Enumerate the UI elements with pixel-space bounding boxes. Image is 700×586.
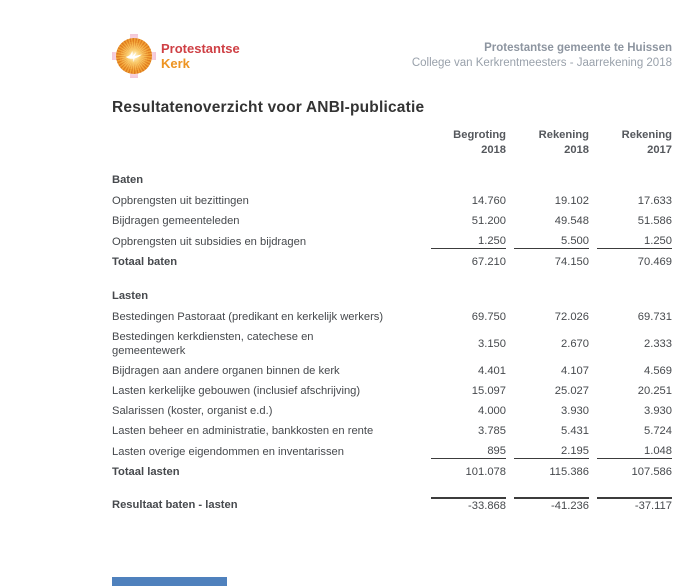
total-row: Totaal lasten 101.078 115.386 107.586: [112, 462, 672, 482]
row-value: 51.200: [471, 215, 506, 227]
row-label: Bestedingen Pastoraat (predikant en kerk…: [112, 311, 384, 323]
table-section: Lasten Bestedingen Pastoraat (predikant e…: [112, 287, 672, 482]
row-label: Totaal baten: [112, 256, 178, 268]
dove-icon: [125, 50, 142, 63]
row-value: 1.250: [597, 234, 672, 249]
row-label: Bijdragen gemeenteleden: [112, 215, 240, 227]
row-label: Opbrengsten uit bezittingen: [112, 195, 249, 207]
row-label: Lasten overige eigendommen en inventaris…: [112, 445, 344, 458]
table-row: Bestedingen Pastoraat (predikant en kerk…: [112, 307, 672, 327]
table-row: Bestedingen kerkdiensten, catechese en ge…: [112, 327, 672, 361]
row-value: 20.251: [637, 385, 672, 397]
row-value: 69.731: [637, 311, 672, 323]
logo-word-kerk: Kerk: [161, 56, 190, 71]
table-row: Lasten kerkelijke gebouwen (inclusief af…: [112, 381, 672, 401]
row-label: Totaal lasten: [112, 466, 180, 478]
document-header: Protestantse Kerk Protestantse gemeente …: [112, 0, 672, 78]
column-header-2: Rekening 2018: [538, 129, 589, 156]
results-table: Baten Opbrengsten uit bezittingen 14.760 19…: [112, 171, 672, 516]
row-value: 3.150: [478, 338, 506, 350]
row-label: Bijdragen aan andere organen binnen de k…: [112, 365, 340, 377]
table-row: Lasten beheer en administratie, bankkost…: [112, 421, 672, 441]
table-row: Lasten overige eigendommen en inventaris…: [112, 441, 672, 462]
row-value: 2.333: [644, 338, 672, 350]
page-title: Resultatenoverzicht voor ANBI-publicatie: [112, 99, 425, 116]
table-row: Bijdragen aan andere organen binnen de k…: [112, 361, 672, 381]
row-value: 2.195: [514, 444, 589, 459]
section-heading: Lasten: [112, 290, 149, 302]
column-header-3: Rekening 2017: [621, 129, 672, 156]
row-value: 1.250: [431, 234, 506, 249]
row-value: 4.000: [478, 405, 506, 417]
row-value: -37.117: [597, 497, 672, 513]
row-value: 14.760: [471, 195, 506, 207]
row-value: 115.386: [549, 466, 589, 478]
row-value: 19.102: [554, 195, 589, 207]
table-row: Salarissen (koster, organist e.d.) 4.000 3…: [112, 401, 672, 421]
row-value: 3.930: [561, 405, 589, 417]
row-value: 4.401: [478, 365, 506, 377]
row-value: 5.431: [561, 425, 589, 437]
table-section: Baten Opbrengsten uit bezittingen 14.760 19…: [112, 171, 672, 272]
row-label: Lasten beheer en administratie, bankkost…: [112, 425, 374, 437]
column-headers: Begroting 2018 Rekening 2018 Rekening 2017: [112, 128, 672, 158]
row-label: Resultaat baten - lasten: [112, 499, 238, 511]
row-value: 15.097: [471, 385, 506, 397]
row-value: -41.236: [514, 497, 589, 513]
total-row: Totaal baten 67.210 74.150 70.469: [112, 252, 672, 272]
row-value: 51.586: [637, 215, 672, 227]
row-label: Lasten kerkelijke gebouwen (inclusief af…: [112, 385, 361, 397]
row-value: 5.500: [514, 234, 589, 249]
organization-block: Protestantse gemeente te Huissen College…: [412, 38, 672, 74]
logo-word-protestantse: Protestantse: [161, 41, 240, 56]
row-value: 49.548: [554, 215, 589, 227]
row-label: Opbrengsten uit subsidies en bijdragen: [112, 235, 307, 248]
section-heading: Baten: [112, 174, 144, 186]
row-value: 67.210: [471, 256, 506, 268]
church-sunburst-dove-icon: [112, 34, 156, 78]
row-value: 4.569: [644, 365, 672, 377]
row-value: 69.750: [471, 311, 506, 323]
row-value: 3.785: [478, 425, 506, 437]
row-value: 72.026: [554, 311, 589, 323]
organization-name: Protestantse gemeente te Huissen: [484, 42, 672, 54]
table-row: Bijdragen gemeenteleden 51.200 49.548 51.58…: [112, 211, 672, 231]
row-value: 17.633: [637, 195, 672, 207]
protestantse-kerk-logo: Protestantse Kerk: [112, 34, 240, 78]
row-value: 1.048: [597, 444, 672, 459]
row-value: -33.868: [431, 497, 506, 513]
row-value: 107.586: [631, 466, 672, 478]
row-label: Salarissen (koster, organist e.d.): [112, 405, 273, 417]
column-header-1: Begroting 2018: [453, 129, 506, 156]
row-value: 74.150: [554, 256, 589, 268]
row-value: 2.670: [561, 338, 589, 350]
footer-blue-bar: [112, 577, 227, 586]
row-value: 101.078: [465, 466, 506, 478]
row-value: 895: [431, 444, 506, 459]
row-value: 3.930: [644, 405, 672, 417]
result-row: Resultaat baten - lasten -33.868 -41.236 -3…: [112, 494, 672, 516]
table-row: Opbrengsten uit subsidies en bijdragen 1.…: [112, 231, 672, 252]
row-value: 25.027: [554, 385, 589, 397]
row-label: Bestedingen kerkdiensten, catechese en ge…: [112, 331, 314, 357]
row-value: 70.469: [637, 256, 672, 268]
organization-subtitle: College van Kerkrentmeesters - Jaarreken…: [411, 57, 672, 69]
logo-wordmark: Protestantse Kerk: [161, 38, 240, 74]
row-value: 5.724: [644, 425, 672, 437]
row-value: 4.107: [561, 365, 589, 377]
table-row: Opbrengsten uit bezittingen 14.760 19.102 1…: [112, 191, 672, 211]
